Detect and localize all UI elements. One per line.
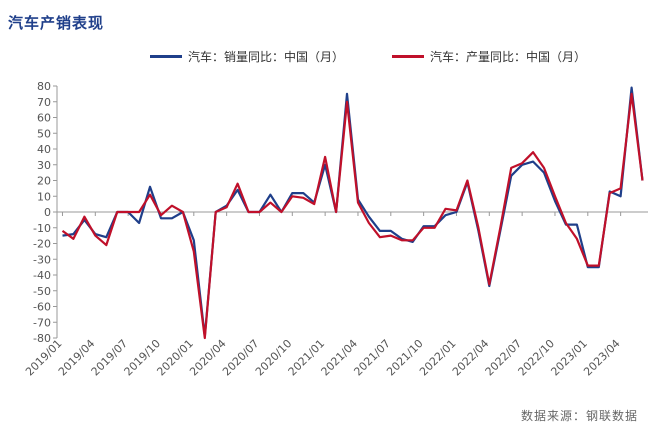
series-line-production: [61, 92, 644, 340]
legend-item-production: 汽车：产量同比：中国（月）: [392, 48, 586, 65]
chart-legend: 汽车：销量同比：中国（月） 汽车：产量同比：中国（月）: [0, 48, 660, 66]
y-tick-label: -10: [33, 222, 51, 235]
y-tick-label: -80: [33, 332, 51, 345]
y-tick-label: -30: [33, 253, 51, 266]
legend-label-sales: 汽车：销量同比：中国（月）: [188, 50, 345, 64]
legend-swatch-sales: [150, 55, 182, 58]
y-tick-label: 80: [37, 80, 51, 93]
y-tick-label: 40: [37, 143, 51, 156]
y-tick-label: 0: [44, 206, 51, 219]
legend-label-production: 汽车：产量同比：中国（月）: [430, 50, 587, 64]
y-tick-label: 30: [37, 159, 51, 172]
y-tick-label: -70: [33, 316, 51, 329]
y-tick-label: 70: [37, 96, 51, 109]
legend-item-sales: 汽车：销量同比：中国（月）: [150, 48, 344, 65]
x-tick-label: 2023/04: [581, 337, 623, 379]
y-tick-label: 10: [37, 190, 51, 203]
y-tick-label: -20: [33, 238, 51, 251]
y-tick-label: -40: [33, 269, 51, 282]
chart-title: 汽车产销表现: [8, 14, 105, 32]
data-source-note: 数据来源：钢联数据: [520, 409, 638, 423]
y-tick-label: 50: [37, 127, 51, 140]
y-tick-label: 60: [37, 112, 51, 125]
y-tick-label: 20: [37, 175, 51, 188]
y-tick-label: -50: [33, 285, 51, 298]
legend-swatch-production: [392, 55, 424, 58]
y-tick-label: -60: [33, 301, 51, 314]
